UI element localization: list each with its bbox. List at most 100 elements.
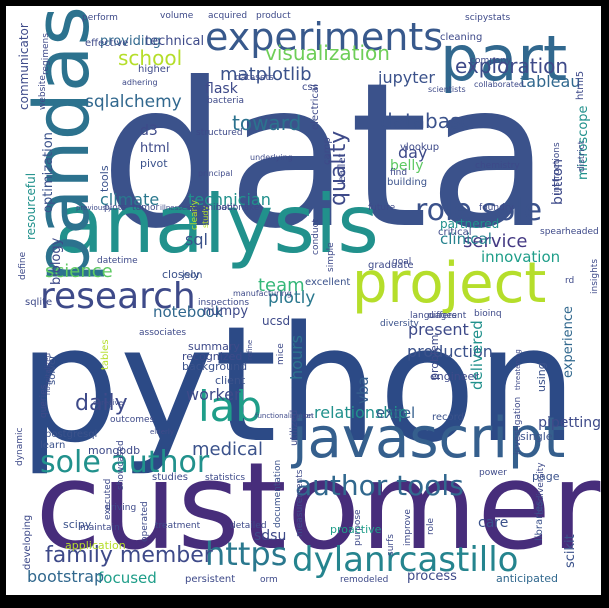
cloud-word: website [38, 75, 48, 110]
cloud-word: production [407, 342, 493, 361]
cloud-word: graduate [368, 260, 413, 271]
cloud-word: project [352, 251, 546, 316]
cloud-word: postgresql [45, 429, 97, 440]
cloud-word: belly [390, 158, 424, 174]
cloud-word: visualization [265, 41, 390, 65]
cloud-word: examinations [188, 203, 249, 213]
cloud-word: d3 [140, 123, 158, 139]
cloud-word: record [432, 412, 464, 423]
cloud-word: detailed [230, 521, 267, 531]
cloud-word: css [302, 82, 318, 93]
cloud-word: mice [276, 343, 286, 365]
cloud-word: excellent [305, 277, 350, 288]
cloud-word: https [205, 535, 287, 573]
cloud-word: remodeled [340, 575, 388, 585]
cloud-word: service [463, 231, 527, 252]
cloud-word: sql [185, 230, 208, 249]
cloud-word: datetime [97, 256, 138, 266]
cloud-word: dylanrcastillo [292, 540, 518, 580]
cloud-word: volume [160, 11, 194, 21]
cloud-word: product [256, 11, 291, 21]
cloud-word: exploration [455, 54, 568, 78]
cloud-word: libraries [534, 501, 545, 541]
cloud-word: technician [188, 190, 271, 209]
cloud-word: acquired [208, 11, 247, 21]
cloud-word: bootstrap [27, 567, 104, 586]
cloud-word: family member [45, 543, 214, 568]
cloud-word: microscope [576, 105, 591, 180]
cloud-word: school [118, 46, 182, 70]
cloud-word: medical [192, 439, 263, 460]
cloud-word: experience [561, 306, 576, 378]
cloud-word: insights [590, 259, 600, 294]
cloud-word: sdsu [254, 528, 286, 544]
cloud-word: pivot [140, 157, 168, 170]
cloud-word: company [470, 56, 512, 66]
cloud-word: showcased [116, 440, 126, 490]
cloud-word: role [426, 517, 436, 535]
cloud-word: goal [392, 257, 411, 267]
cloud-word: worker [186, 385, 241, 404]
cloud-word: focused [98, 569, 157, 587]
cloud-word: tumor [132, 203, 160, 213]
cloud-word: illnesses [160, 204, 190, 212]
cloud-word: quality [326, 131, 351, 206]
cloud-word: scikit [563, 534, 578, 568]
cloud-word: resourceful [24, 173, 38, 240]
cloud-word: research [40, 276, 196, 317]
cloud-word: scipy [63, 518, 92, 531]
cloud-word: climate [100, 190, 159, 209]
cloud-word: chemistry [475, 161, 520, 171]
cloud-word: documentation [273, 460, 283, 528]
cloud-word: electrical [310, 84, 321, 130]
cloud-word: investigation [513, 397, 523, 455]
cloud-word: manufacturing [233, 289, 292, 298]
cloud-word: role sole [415, 193, 542, 228]
cloud-word: functionalization [255, 412, 313, 420]
cloud-word: care [478, 515, 508, 531]
cloud-word: html5 [575, 71, 586, 100]
cloud-word: developing [22, 515, 33, 570]
cloud-word: delivered [468, 320, 486, 390]
cloud-word: optimization [41, 132, 56, 213]
cloud-word: experiments [205, 15, 443, 59]
cloud-word: hours [287, 335, 306, 380]
cloud-word: boot [216, 203, 237, 213]
cloud-word: foundry [479, 203, 514, 213]
cloud-word: learn [40, 440, 65, 451]
cloud-word: refine [246, 340, 254, 360]
cloud-word: executed [103, 479, 113, 520]
cloud-word: providing [100, 34, 161, 49]
cloud-word: day [398, 143, 427, 162]
cloud-word: json [181, 270, 202, 281]
cloud-word: cleaning [440, 32, 482, 43]
cloud-word: simple [326, 242, 336, 272]
cloud-word: principal [198, 169, 232, 178]
cloud-word: collaborated [474, 80, 524, 89]
cloud-word: bacteria [207, 96, 244, 106]
cloud-word: lab [198, 382, 262, 431]
cloud-word: team [258, 275, 305, 296]
cloud-word: utilized [289, 410, 300, 446]
cloud-word: ucsd [262, 314, 290, 328]
cloud-word: treatment [155, 521, 201, 531]
cloud-word: driving [105, 503, 136, 513]
cloud-word: datasets [235, 73, 274, 83]
cloud-word: problem [428, 334, 441, 380]
cloud-word: plots [104, 203, 126, 213]
cloud-word: diversity [380, 319, 419, 329]
cloud-word: page [532, 470, 560, 483]
cloud-word: perform [82, 13, 118, 23]
cloud-word: maintain [80, 523, 120, 533]
cloud-word: orm [260, 575, 278, 585]
cloud-word: part [440, 22, 567, 95]
cloud-word: single [520, 430, 553, 443]
cloud-word: structured [196, 128, 243, 138]
cloud-word: solver [47, 354, 58, 385]
cloud-background [6, 6, 601, 595]
cloud-word: underlying [250, 153, 293, 162]
cloud-word: data [100, 40, 551, 273]
cloud-word: background [182, 360, 247, 373]
